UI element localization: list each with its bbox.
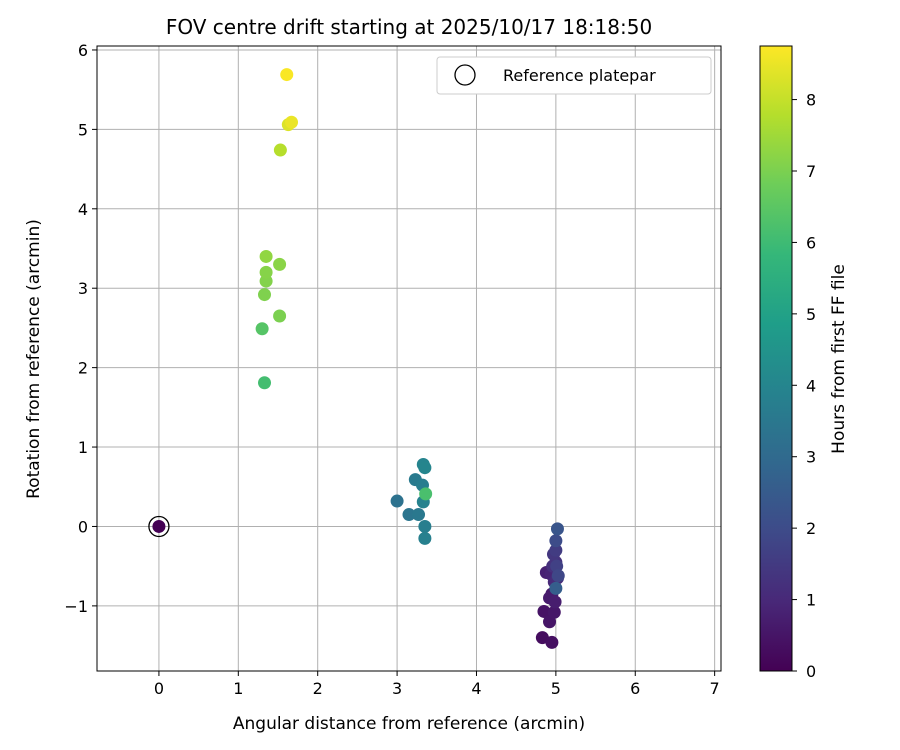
colorbar-tick-label: 6 bbox=[806, 233, 816, 252]
x-axis-ticks: 0 1 2 3 4 5 6 7 bbox=[154, 671, 720, 698]
colorbar: 0 1 2 3 4 5 6 7 8 Hours from first FF file bbox=[759, 45, 849, 681]
scatter-point bbox=[280, 68, 294, 82]
y-tick-label: 1 bbox=[78, 438, 88, 457]
y-tick-label: 2 bbox=[78, 359, 88, 378]
scatter-point bbox=[551, 569, 565, 583]
legend: Reference platepar bbox=[436, 56, 712, 95]
scatter-point bbox=[549, 534, 563, 548]
y-tick-label: 4 bbox=[78, 200, 88, 219]
scatter-point bbox=[549, 581, 563, 595]
chart-title: FOV centre drift starting at 2025/10/17 … bbox=[166, 15, 652, 39]
grid-lines bbox=[97, 46, 721, 671]
scatter-points bbox=[148, 68, 565, 649]
colorbar-tick-label: 8 bbox=[806, 91, 816, 110]
colorbar-tick-label: 4 bbox=[806, 376, 816, 395]
y-tick-label: 5 bbox=[78, 120, 88, 139]
y-axis-label: Rotation from reference (arcmin) bbox=[24, 219, 44, 499]
scatter-point bbox=[419, 487, 433, 501]
plot-area: 0 1 2 3 4 5 6 7 −1 0 1 2 3 4 5 6 bbox=[64, 41, 722, 698]
colorbar-label: Hours from first FF file bbox=[829, 264, 849, 454]
scatter-point bbox=[412, 508, 426, 522]
y-tick-label: 0 bbox=[78, 517, 88, 536]
plot-background bbox=[97, 46, 721, 671]
x-tick-label: 4 bbox=[471, 679, 481, 698]
reference-platepar-marker bbox=[148, 515, 170, 538]
colorbar-tick-label: 0 bbox=[806, 662, 816, 681]
x-tick-label: 6 bbox=[630, 679, 640, 698]
x-tick-label: 5 bbox=[551, 679, 561, 698]
scatter-point bbox=[548, 595, 562, 609]
y-axis-ticks: −1 0 1 2 3 4 5 6 bbox=[64, 41, 97, 616]
scatter-point bbox=[550, 522, 564, 536]
scatter-point bbox=[255, 322, 269, 336]
x-tick-label: 2 bbox=[313, 679, 323, 698]
scatter-point bbox=[285, 115, 299, 129]
y-tick-label: −1 bbox=[64, 597, 88, 616]
legend-box bbox=[436, 56, 712, 95]
scatter-point bbox=[259, 265, 273, 279]
scatter-point bbox=[273, 143, 287, 157]
scatter-point bbox=[258, 288, 272, 302]
colorbar-gradient bbox=[760, 46, 792, 671]
colorbar-tick-label: 2 bbox=[806, 519, 816, 538]
y-tick-label: 6 bbox=[78, 41, 88, 60]
scatter-point bbox=[402, 508, 416, 522]
plot-frame bbox=[96, 45, 722, 672]
scatter-point bbox=[547, 605, 561, 619]
colorbar-frame bbox=[759, 45, 793, 672]
scatter-point bbox=[273, 309, 287, 323]
scatter-point bbox=[273, 257, 287, 271]
legend-marker-reference bbox=[454, 64, 476, 86]
colorbar-tick-label: 7 bbox=[806, 162, 816, 181]
scatter-point bbox=[259, 249, 273, 263]
colorbar-tick-label: 3 bbox=[806, 448, 816, 467]
x-axis-label: Angular distance from reference (arcmin) bbox=[233, 714, 585, 734]
scatter-point bbox=[152, 519, 166, 533]
x-tick-label: 3 bbox=[392, 679, 402, 698]
legend-label: Reference platepar bbox=[503, 66, 656, 85]
scatter-point bbox=[258, 376, 272, 390]
scatter-point bbox=[537, 604, 551, 618]
x-tick-label: 1 bbox=[233, 679, 243, 698]
x-tick-label: 0 bbox=[154, 679, 164, 698]
x-tick-label: 7 bbox=[710, 679, 720, 698]
scatter-point bbox=[390, 494, 404, 508]
y-tick-label: 3 bbox=[78, 279, 88, 298]
scatter-point bbox=[418, 519, 432, 533]
scatter-point bbox=[418, 461, 432, 475]
scatter-point bbox=[545, 635, 559, 649]
colorbar-ticks: 0 1 2 3 4 5 6 7 8 bbox=[792, 91, 816, 681]
scatter-point bbox=[549, 543, 563, 557]
colorbar-tick-label: 5 bbox=[806, 305, 816, 324]
scatter-point bbox=[418, 531, 432, 545]
colorbar-tick-label: 1 bbox=[806, 591, 816, 610]
